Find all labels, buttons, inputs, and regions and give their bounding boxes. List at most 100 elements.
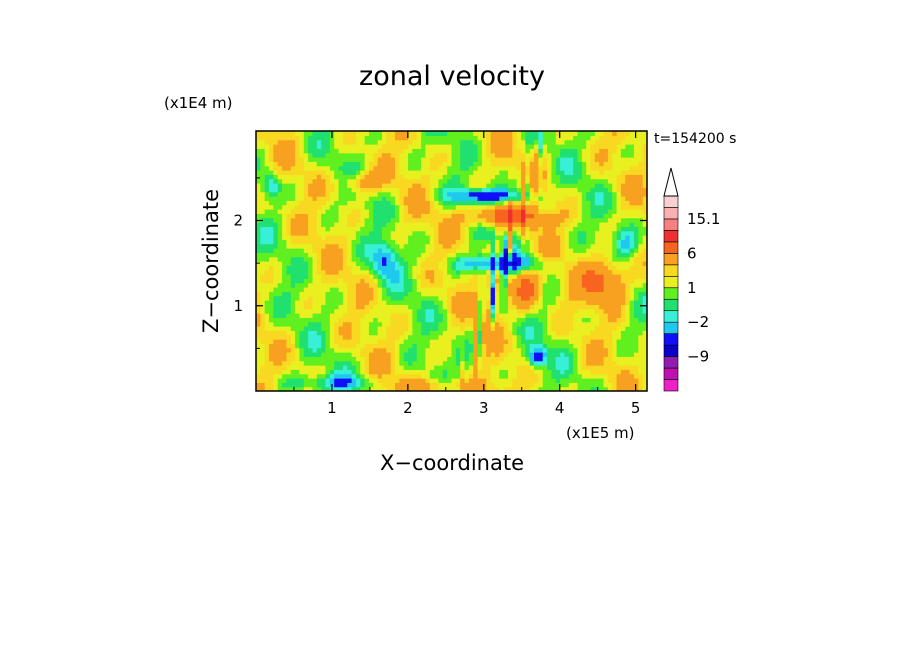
field-cell — [503, 308, 509, 314]
field-cell — [620, 187, 626, 193]
field-cell — [299, 170, 305, 175]
field-cell — [629, 352, 635, 357]
field-cell — [603, 347, 609, 353]
field-cell — [560, 191, 566, 197]
field-cell — [256, 170, 261, 175]
field-cell — [429, 274, 435, 279]
field-cell — [612, 295, 618, 301]
field-cell — [612, 352, 618, 357]
field-cell — [277, 204, 283, 210]
field-cell — [256, 269, 261, 275]
field-cell — [264, 282, 270, 288]
field-cell — [355, 256, 361, 262]
field-cell — [586, 278, 592, 284]
field-cell — [381, 235, 387, 240]
field-cell — [538, 170, 544, 175]
field-cell — [547, 235, 553, 240]
field-cell — [460, 226, 466, 232]
field-cell — [447, 278, 453, 284]
field-cell — [573, 165, 579, 171]
field-cell — [525, 204, 531, 210]
field-cell — [629, 287, 635, 292]
field-cell — [625, 378, 631, 383]
field-cell — [269, 209, 274, 214]
field-cell — [447, 161, 453, 167]
field-cell — [312, 243, 318, 249]
field-cell — [303, 352, 309, 357]
field-cell — [633, 265, 639, 271]
field-cell — [564, 304, 570, 310]
field-cell — [560, 360, 566, 366]
field-cell — [586, 386, 592, 391]
field-cell — [573, 261, 579, 266]
field-cell — [451, 382, 457, 388]
field-cell — [412, 304, 418, 310]
field-cell — [594, 369, 600, 375]
field-cell — [373, 178, 379, 184]
field-cell — [633, 278, 639, 284]
field-cell — [408, 183, 413, 188]
field-cell — [590, 235, 596, 240]
field-cell — [486, 256, 492, 262]
field-cell — [342, 165, 348, 171]
field-cell — [416, 217, 422, 223]
field-cell — [312, 295, 318, 301]
field-cell — [264, 157, 270, 162]
field-cell — [312, 269, 318, 275]
field-cell — [377, 239, 383, 245]
field-cell — [642, 187, 647, 193]
field-cell — [473, 313, 479, 318]
field-cell — [264, 287, 270, 292]
field-cell — [308, 382, 314, 388]
field-cell — [486, 382, 492, 388]
field-cell — [564, 352, 570, 357]
field-cell — [403, 278, 409, 284]
field-cell — [325, 261, 331, 266]
field-cell — [264, 356, 270, 362]
field-cell — [421, 352, 427, 357]
field-cell — [286, 378, 292, 383]
field-cell — [282, 157, 288, 162]
field-cell — [425, 365, 431, 370]
field-cell — [590, 382, 596, 388]
field-cell — [642, 183, 647, 188]
field-cell — [412, 356, 418, 362]
field-cell — [629, 230, 635, 236]
field-cell — [538, 313, 544, 318]
field-cell — [560, 282, 566, 288]
field-cell — [329, 274, 335, 279]
field-cell — [521, 222, 526, 227]
field-cell — [594, 196, 600, 201]
field-cell — [451, 313, 457, 318]
field-cell — [438, 200, 444, 206]
field-cell — [551, 178, 557, 184]
field-cell — [464, 300, 470, 305]
field-cell — [325, 204, 331, 210]
field-cell — [542, 343, 548, 349]
field-cell — [295, 209, 301, 214]
field-cell — [399, 295, 405, 301]
field-cell — [360, 347, 366, 353]
field-cell — [538, 326, 544, 331]
field-cell — [316, 274, 322, 279]
field-cell — [586, 330, 592, 336]
field-cell — [373, 378, 379, 383]
field-cell — [529, 269, 535, 275]
field-cell — [351, 265, 357, 271]
field-cell — [534, 282, 539, 288]
field-cell — [642, 261, 647, 266]
field-cell — [377, 360, 383, 366]
field-cell — [603, 252, 609, 258]
field-cell — [555, 161, 561, 167]
field-cell — [581, 347, 587, 353]
field-cell — [273, 386, 279, 391]
field-cell — [473, 204, 479, 210]
field-cell — [564, 287, 570, 292]
field-cell — [638, 183, 644, 188]
field-cell — [616, 369, 622, 375]
field-cell — [642, 291, 647, 297]
field-cell — [638, 191, 644, 197]
field-cell — [529, 313, 535, 318]
field-cell — [264, 326, 270, 331]
field-cell — [473, 304, 479, 310]
